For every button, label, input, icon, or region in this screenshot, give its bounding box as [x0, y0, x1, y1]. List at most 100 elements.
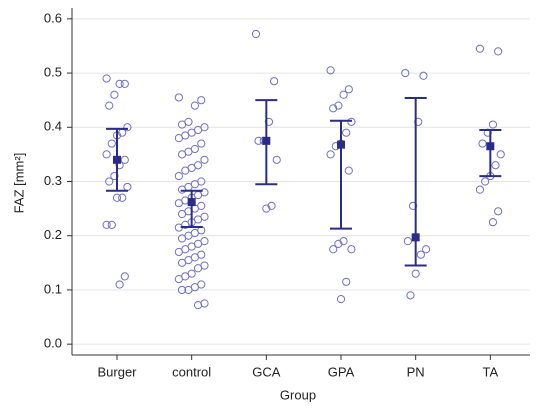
data-point [494, 207, 503, 216]
y-tick-label: 0.5 [44, 65, 62, 80]
data-point [272, 155, 281, 164]
data-point [177, 209, 187, 219]
data-point [174, 199, 183, 208]
mean-marker [262, 136, 271, 145]
mean-marker [187, 198, 196, 207]
data-point [326, 66, 335, 75]
data-point [120, 155, 129, 164]
data-point [184, 285, 193, 295]
data-point [112, 193, 122, 202]
data-point [421, 245, 431, 254]
data-point [190, 101, 199, 110]
data-point [193, 301, 203, 310]
data-point [115, 79, 124, 89]
x-tick-label: GPA [328, 364, 355, 379]
mean-marker [411, 233, 420, 242]
data-point [494, 47, 503, 56]
y-tick-label: 0.6 [44, 10, 62, 25]
data-point [416, 250, 425, 259]
data-point [408, 201, 418, 210]
data-point [105, 101, 114, 110]
data-point [177, 120, 187, 129]
data-point [419, 71, 428, 80]
data-point [401, 68, 410, 78]
data-point [334, 239, 343, 248]
data-point [105, 177, 114, 186]
data-point [334, 101, 343, 110]
mean-marker [337, 140, 345, 149]
data-point [262, 204, 271, 213]
data-point [174, 247, 183, 257]
data-point [254, 136, 263, 145]
data-point [329, 104, 338, 113]
data-point [339, 237, 348, 246]
data-point [478, 139, 487, 148]
data-point [475, 44, 485, 53]
data-point [174, 171, 183, 181]
mean-marker [113, 155, 121, 164]
data-point [197, 96, 206, 105]
x-tick-label: Burger [97, 364, 137, 379]
x-axis-label: Group [280, 387, 316, 402]
data-point [491, 161, 500, 170]
data-point [496, 150, 505, 159]
data-point [339, 90, 348, 99]
x-tick-label: PN [407, 364, 425, 379]
y-tick-label: 0.3 [44, 173, 62, 188]
x-tick-label: control [172, 364, 211, 379]
data-point [174, 93, 183, 102]
x-tick-label: GCA [252, 364, 281, 379]
data-point [267, 201, 276, 210]
data-point [270, 77, 279, 86]
y-tick-label: 0.1 [44, 281, 62, 296]
data-point [336, 295, 346, 304]
data-point [107, 139, 116, 148]
data-point [177, 234, 187, 243]
data-point [174, 274, 183, 284]
data-point [344, 85, 353, 94]
data-point [123, 123, 132, 132]
data-point [120, 79, 129, 89]
data-point [110, 90, 119, 99]
data-point [342, 128, 351, 137]
data-point [120, 272, 129, 281]
data-point [107, 220, 116, 229]
data-point [181, 166, 190, 175]
data-point [123, 182, 132, 192]
data-point [488, 218, 498, 227]
data-point [102, 74, 111, 83]
data-point [197, 139, 206, 148]
data-point [174, 134, 183, 143]
data-point [347, 117, 356, 126]
data-point [102, 220, 111, 229]
data-point [193, 264, 203, 273]
data-point [342, 277, 351, 286]
data-point [115, 280, 124, 289]
data-point [481, 177, 490, 186]
data-point [329, 245, 338, 254]
data-point [403, 237, 412, 246]
data-point [177, 285, 187, 295]
data-point [347, 245, 356, 254]
y-tick-label: 0.4 [44, 119, 62, 134]
y-tick-label: 0.0 [44, 336, 62, 351]
data-point [177, 150, 187, 159]
y-axis-label: FAZ [mm²] [11, 153, 26, 214]
x-tick-label: TA [483, 364, 499, 379]
mean-marker [486, 142, 495, 151]
data-point [475, 185, 485, 194]
data-point [411, 269, 420, 278]
data-point [326, 150, 335, 159]
data-point [177, 258, 187, 267]
data-point [344, 166, 353, 175]
y-tick-label: 0.2 [44, 227, 62, 242]
data-point [264, 117, 274, 126]
data-point [200, 155, 209, 164]
data-point [406, 291, 415, 300]
data-point [200, 299, 209, 308]
data-point [251, 29, 261, 39]
data-point [102, 150, 111, 159]
data-point [118, 193, 127, 202]
data-point [177, 185, 187, 194]
